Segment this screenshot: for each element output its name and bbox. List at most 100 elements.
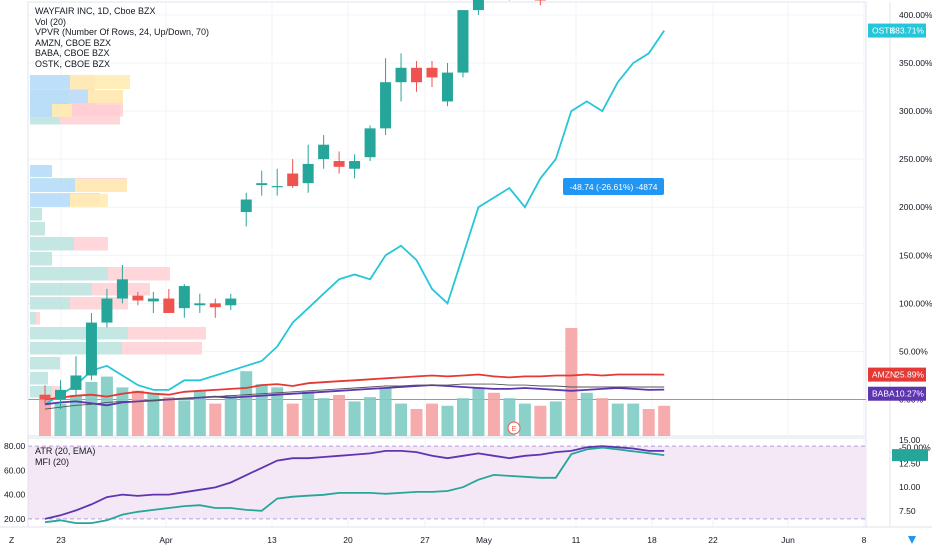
volume-bar [534, 405, 547, 436]
vpvr-up-bar [30, 237, 74, 251]
vpvr-up-bar [30, 252, 52, 266]
candle-body [256, 183, 268, 186]
y-tick-label: 400.00% [899, 10, 932, 20]
legend-vol[interactable]: Vol (20) [35, 16, 67, 27]
candle-body [411, 67, 423, 83]
y-tick-label: -50.00% [899, 443, 931, 453]
measure-label: -48.74 (-26.61%) -4874 [570, 182, 658, 192]
vpvr-up-bar [30, 327, 128, 340]
vpvr-up-bar [30, 297, 70, 310]
vpvr-down-bar [128, 327, 206, 340]
volume-bar [333, 394, 346, 436]
volume-bar [162, 397, 175, 436]
measure-layer: -48.74 (-26.61%) -4874 [563, 178, 664, 195]
x-tick-label: 8 [862, 535, 867, 545]
vpvr-down-bar [70, 194, 108, 207]
earnings-marker-label: E [512, 426, 517, 433]
legend-baba[interactable]: BABA, CBOE BZX [35, 48, 110, 59]
candle-body [287, 173, 299, 187]
candle-body [116, 279, 128, 299]
measure-label-box [563, 178, 664, 195]
volume-bar [302, 390, 315, 436]
volume-bar [39, 398, 51, 436]
volume-bar [348, 401, 361, 436]
y-tick-label: 150.00% [899, 250, 932, 260]
vpvr-up-bar [30, 357, 60, 370]
x-tick-label: 20 [343, 535, 353, 545]
amzn-tag-bg [868, 367, 926, 382]
atr-axis-label: 7.50 [899, 506, 916, 516]
volume-bar [565, 328, 578, 436]
volume-bar [209, 403, 222, 436]
vpvr-down-bar [122, 342, 202, 355]
baba-tag-symbol: BABA [872, 389, 895, 399]
candle-body [209, 303, 221, 308]
atr-axis-label: 15.00 [899, 435, 921, 445]
candle-body [364, 128, 376, 158]
main-legend: WAYFAIR INC, 1D, Cboe BZX Vol (20) VPVR … [35, 6, 209, 70]
volume-bar [255, 384, 268, 436]
y-tick-label: 250.00% [899, 154, 932, 164]
volume-bar [286, 403, 299, 436]
candle-layer [39, 0, 546, 410]
volume-bar [116, 387, 129, 436]
vpvr-down-bar [75, 179, 127, 192]
x-tick-label: Apr [159, 535, 172, 545]
mfi-axis-label: 80.00 [4, 441, 26, 451]
atr-axis-label: 10.00 [899, 482, 921, 492]
vpvr-up-bar [30, 312, 36, 325]
vpvr-layer [30, 75, 206, 398]
x-tick-label: 27 [420, 535, 430, 545]
volume-bar [100, 376, 113, 436]
volume-bar [441, 405, 454, 436]
vpvr-up-bar [30, 179, 75, 192]
y-tick-label: 50.00% [899, 346, 928, 356]
amzn-tag-symbol: AMZN [872, 370, 896, 380]
volume-bar [54, 403, 67, 436]
legend-vpvr[interactable]: VPVR (Number Of Rows, 24, Up/Down, 70) [35, 27, 210, 38]
amzn-tag-value: 25.89% [895, 370, 924, 380]
x-tick-label: 13 [267, 535, 277, 545]
vpvr-down-bar [70, 297, 128, 310]
vpvr-up-bar [30, 222, 45, 236]
volume-ma-line [44, 383, 665, 410]
candle-body [70, 375, 82, 390]
candle-body [302, 163, 314, 184]
mfi-band [28, 446, 866, 519]
volume-bar [193, 390, 206, 436]
legend-title[interactable]: WAYFAIR INC, 1D, Cboe BZX [35, 6, 156, 16]
candle-body [54, 389, 66, 400]
vpvr-up-bar [30, 386, 52, 398]
volume-bar [224, 394, 237, 436]
vpvr-up-bar [30, 165, 52, 177]
vpvr-up-bar [30, 208, 42, 221]
volume-bar [518, 403, 531, 436]
atr-axis-label: 12.50 [899, 459, 921, 469]
vpvr-up-bar [30, 104, 52, 117]
x-tick-label: Jun [781, 535, 795, 545]
candle-body [333, 161, 345, 167]
baba-tag-value: 10.27% [895, 389, 924, 399]
legend-ostk[interactable]: OSTK, CBOE BZX [35, 58, 111, 69]
candle-body [225, 298, 237, 306]
vpvr-up-bar [30, 75, 70, 89]
vpvr-up-bar [30, 283, 92, 296]
legend-amzn[interactable]: AMZN, CBOE BZX [35, 37, 112, 48]
vpvr-down-bar [88, 90, 123, 103]
legend-mfi[interactable]: MFI (20) [35, 456, 70, 467]
volume-bar [658, 405, 671, 436]
legend-atr[interactable]: ATR (20, EMA) [35, 446, 96, 456]
candle-body [178, 286, 190, 309]
candle-body [441, 72, 453, 102]
x-tick-label: 11 [572, 535, 581, 545]
x-tick-label: May [476, 535, 493, 545]
tradingview-logo-icon [908, 536, 916, 544]
volume-bar [364, 397, 377, 436]
ostk-tag-bg [868, 23, 926, 38]
volume-bar [317, 398, 330, 436]
mfi-axis-label: 40.00 [4, 490, 26, 500]
candle-body [85, 322, 97, 376]
